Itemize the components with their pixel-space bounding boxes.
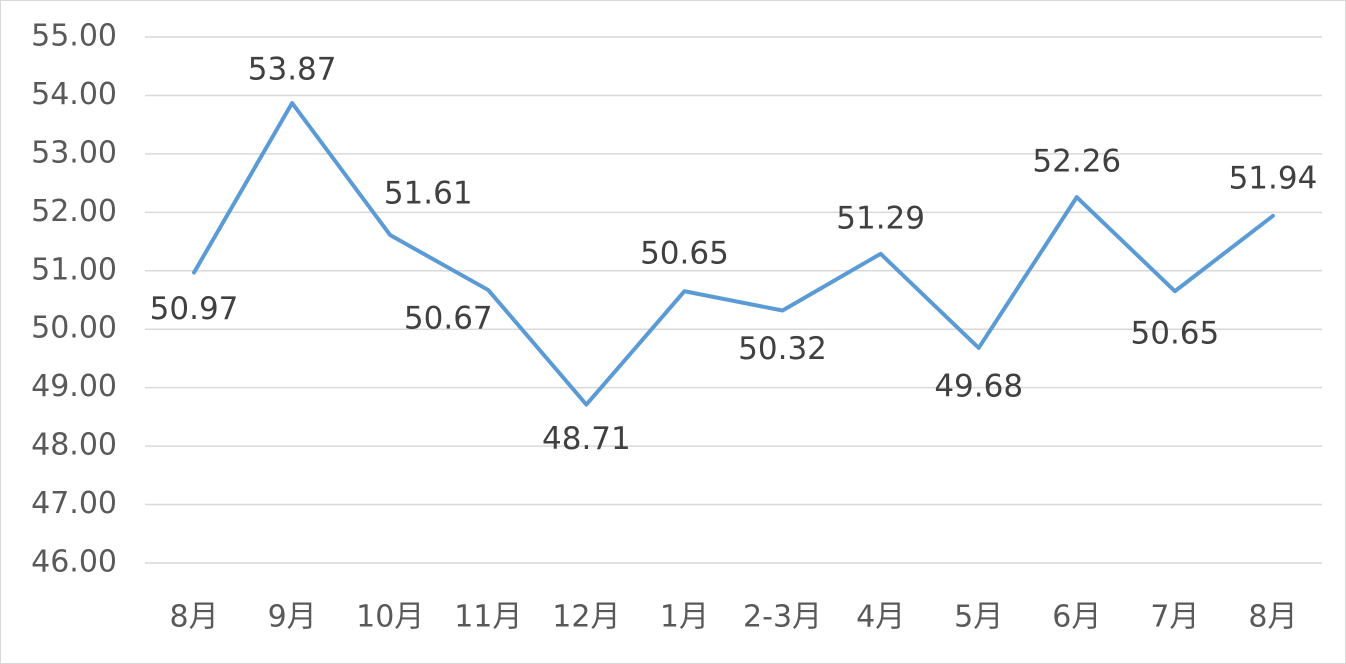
y-tick-label: 55.00: [31, 19, 117, 54]
x-tick-label: 2-3月: [743, 600, 822, 635]
x-tick-label: 10月: [356, 600, 424, 635]
data-label: 50.65: [1131, 316, 1220, 352]
y-tick-label: 51.00: [31, 252, 117, 287]
data-label: 48.71: [542, 421, 631, 457]
x-tick-label: 6月: [1052, 600, 1101, 635]
x-tick-label: 5月: [954, 600, 1003, 635]
y-tick-label: 50.00: [31, 311, 117, 346]
data-label: 52.26: [1032, 144, 1121, 180]
data-label: 50.97: [150, 291, 239, 327]
x-tick-label: 4月: [856, 600, 905, 635]
data-label: 53.87: [248, 52, 337, 88]
data-line: [192, 101, 1275, 407]
x-tick-label: 8月: [169, 600, 218, 635]
x-tick-label: 12月: [552, 600, 620, 635]
y-tick-label: 47.00: [31, 486, 117, 521]
y-tick-label: 52.00: [31, 194, 117, 229]
data-label: 50.67: [404, 301, 493, 337]
data-label: 49.68: [934, 368, 1023, 404]
data-label: 50.32: [738, 331, 827, 367]
y-tick-label: 49.00: [31, 369, 117, 404]
y-tick-label: 53.00: [31, 135, 117, 170]
x-tick-label: 1月: [660, 600, 709, 635]
y-tick-label: 48.00: [31, 428, 117, 463]
data-label: 51.29: [836, 200, 925, 236]
x-tick-label: 9月: [268, 600, 317, 635]
data-label: 50.65: [640, 236, 729, 272]
x-tick-label: 8月: [1248, 600, 1297, 635]
y-tick-label: 46.00: [31, 545, 117, 580]
x-tick-label: 11月: [454, 600, 522, 635]
y-tick-label: 54.00: [31, 77, 117, 112]
data-label: 51.61: [384, 176, 473, 212]
x-tick-label: 7月: [1150, 600, 1199, 635]
data-label: 51.94: [1229, 160, 1318, 196]
